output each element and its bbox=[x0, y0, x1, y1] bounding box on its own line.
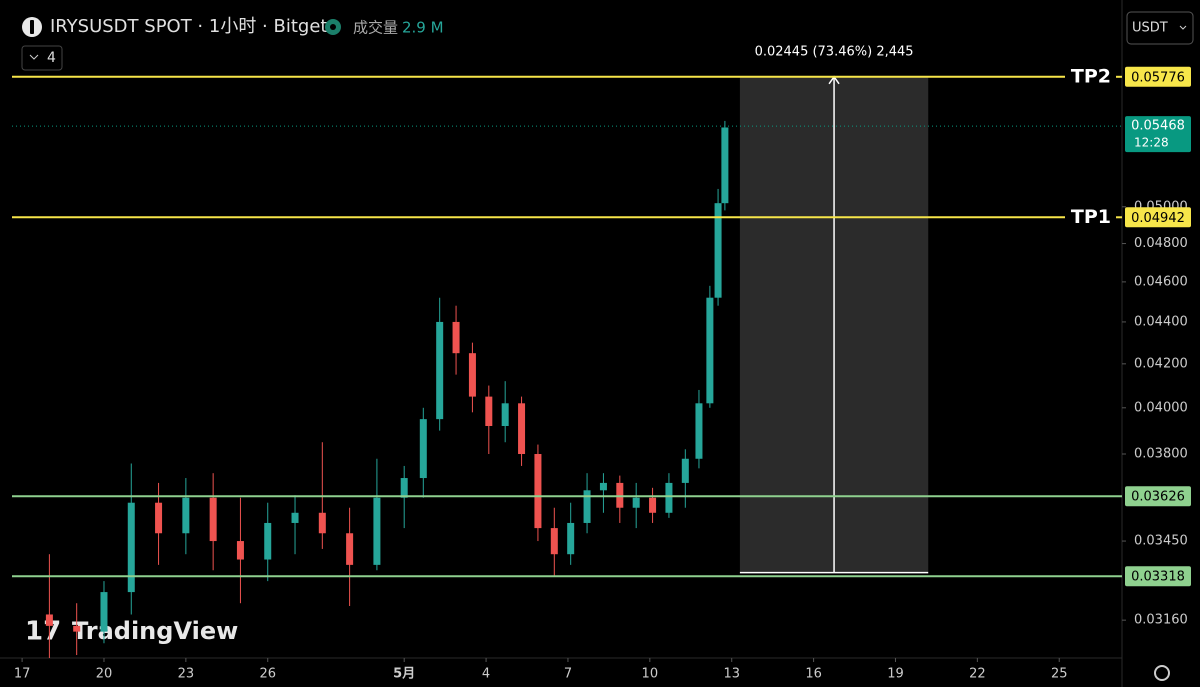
x-tick-label: 13 bbox=[723, 667, 740, 682]
candle-body bbox=[534, 454, 542, 529]
x-tick-label: 5月 bbox=[393, 667, 415, 682]
candle-body bbox=[127, 502, 135, 593]
y-tick-label: 0.03160 bbox=[1134, 613, 1188, 628]
candle-body bbox=[291, 512, 299, 523]
currency: USDT bbox=[1132, 21, 1168, 36]
symbol-title: IRYSUSDT SPOT · 1小时 · Bitget bbox=[50, 16, 327, 37]
candle-body bbox=[583, 490, 591, 523]
level-price: 0.03626 bbox=[1131, 490, 1185, 505]
candle-body bbox=[721, 127, 729, 204]
x-tick-label: 20 bbox=[96, 667, 113, 682]
candle-body bbox=[264, 522, 272, 560]
candle-body bbox=[567, 522, 575, 555]
candle-body bbox=[373, 497, 381, 565]
candle-body bbox=[318, 512, 326, 534]
y-tick-label: 0.04400 bbox=[1134, 314, 1188, 329]
candle-body bbox=[501, 403, 509, 426]
y-tick-label: 0.04600 bbox=[1134, 274, 1188, 289]
currency-select[interactable] bbox=[1126, 11, 1194, 45]
candle-body bbox=[665, 482, 673, 513]
candle-body bbox=[599, 482, 607, 491]
volume-label: 成交量 bbox=[353, 19, 398, 37]
y-tick-label: 0.04800 bbox=[1134, 236, 1188, 251]
candle-body bbox=[236, 541, 244, 560]
candle-body bbox=[45, 614, 53, 626]
candle-body bbox=[209, 497, 217, 542]
brand-logo: 𝟭𝟳 bbox=[25, 617, 61, 647]
chevron bbox=[1179, 25, 1187, 30]
x-tick-label: 17 bbox=[14, 667, 31, 682]
candle-body bbox=[681, 458, 689, 483]
y-tick-label: 0.04000 bbox=[1134, 400, 1188, 415]
candle-body bbox=[695, 403, 703, 459]
x-tick-label: 19 bbox=[887, 667, 904, 682]
current-price-box bbox=[1125, 116, 1191, 153]
x-tick-label: 16 bbox=[805, 667, 822, 682]
y-tick-label: 0.04200 bbox=[1134, 356, 1188, 371]
x-tick-label: 22 bbox=[969, 667, 986, 682]
x-tick-label: 25 bbox=[1051, 667, 1068, 682]
candle-body bbox=[632, 497, 640, 508]
x-tick-label: 7 bbox=[564, 667, 572, 682]
level-price-box bbox=[1125, 207, 1191, 228]
current-price: 0.05468 bbox=[1131, 119, 1185, 134]
countdown: 12:28 bbox=[1134, 136, 1169, 150]
level-name: TP2 bbox=[1071, 65, 1111, 87]
settings-icon[interactable] bbox=[1154, 665, 1170, 681]
candle-body bbox=[419, 419, 427, 479]
x-tick-label: 26 bbox=[259, 667, 276, 682]
indicator-count: 4 bbox=[47, 50, 56, 66]
candle-body bbox=[400, 478, 408, 498]
level-price-box bbox=[1125, 566, 1191, 587]
candle-body bbox=[182, 497, 190, 534]
volume-value: 2.9 M bbox=[402, 19, 444, 37]
candle-body bbox=[706, 297, 714, 404]
candle-body bbox=[452, 321, 460, 354]
level-price: 0.03318 bbox=[1131, 570, 1185, 585]
candle-body bbox=[468, 353, 476, 397]
candle-body bbox=[436, 321, 444, 420]
candle-body bbox=[714, 203, 722, 298]
y-tick-label: 0.03450 bbox=[1134, 534, 1188, 549]
level-price-box bbox=[1125, 486, 1191, 507]
level-price: 0.05776 bbox=[1131, 70, 1185, 85]
level-price-box bbox=[1125, 66, 1191, 87]
level-price: 0.04942 bbox=[1131, 211, 1185, 226]
candle-body bbox=[485, 396, 493, 426]
brand: TradingView bbox=[72, 617, 238, 645]
x-tick-label: 4 bbox=[482, 667, 490, 682]
candle-body bbox=[649, 497, 657, 513]
candle-body bbox=[518, 403, 526, 455]
measure-label: 0.02445 (73.46%) 2,445 bbox=[755, 45, 914, 60]
candle-body bbox=[100, 592, 108, 632]
candle-body bbox=[73, 625, 81, 632]
x-tick-label: 10 bbox=[642, 667, 659, 682]
level-name: TP1 bbox=[1071, 206, 1111, 228]
candle-body bbox=[346, 533, 354, 565]
visibility-icon-pupil bbox=[330, 24, 336, 30]
y-tick-label: 0.03800 bbox=[1134, 447, 1188, 462]
chevron bbox=[29, 54, 39, 60]
x-tick-label: 23 bbox=[178, 667, 195, 682]
candle-body bbox=[155, 502, 163, 534]
candle-body bbox=[550, 528, 558, 555]
symbol-icon-mark bbox=[30, 20, 34, 34]
indicators-toggle[interactable] bbox=[21, 45, 63, 71]
